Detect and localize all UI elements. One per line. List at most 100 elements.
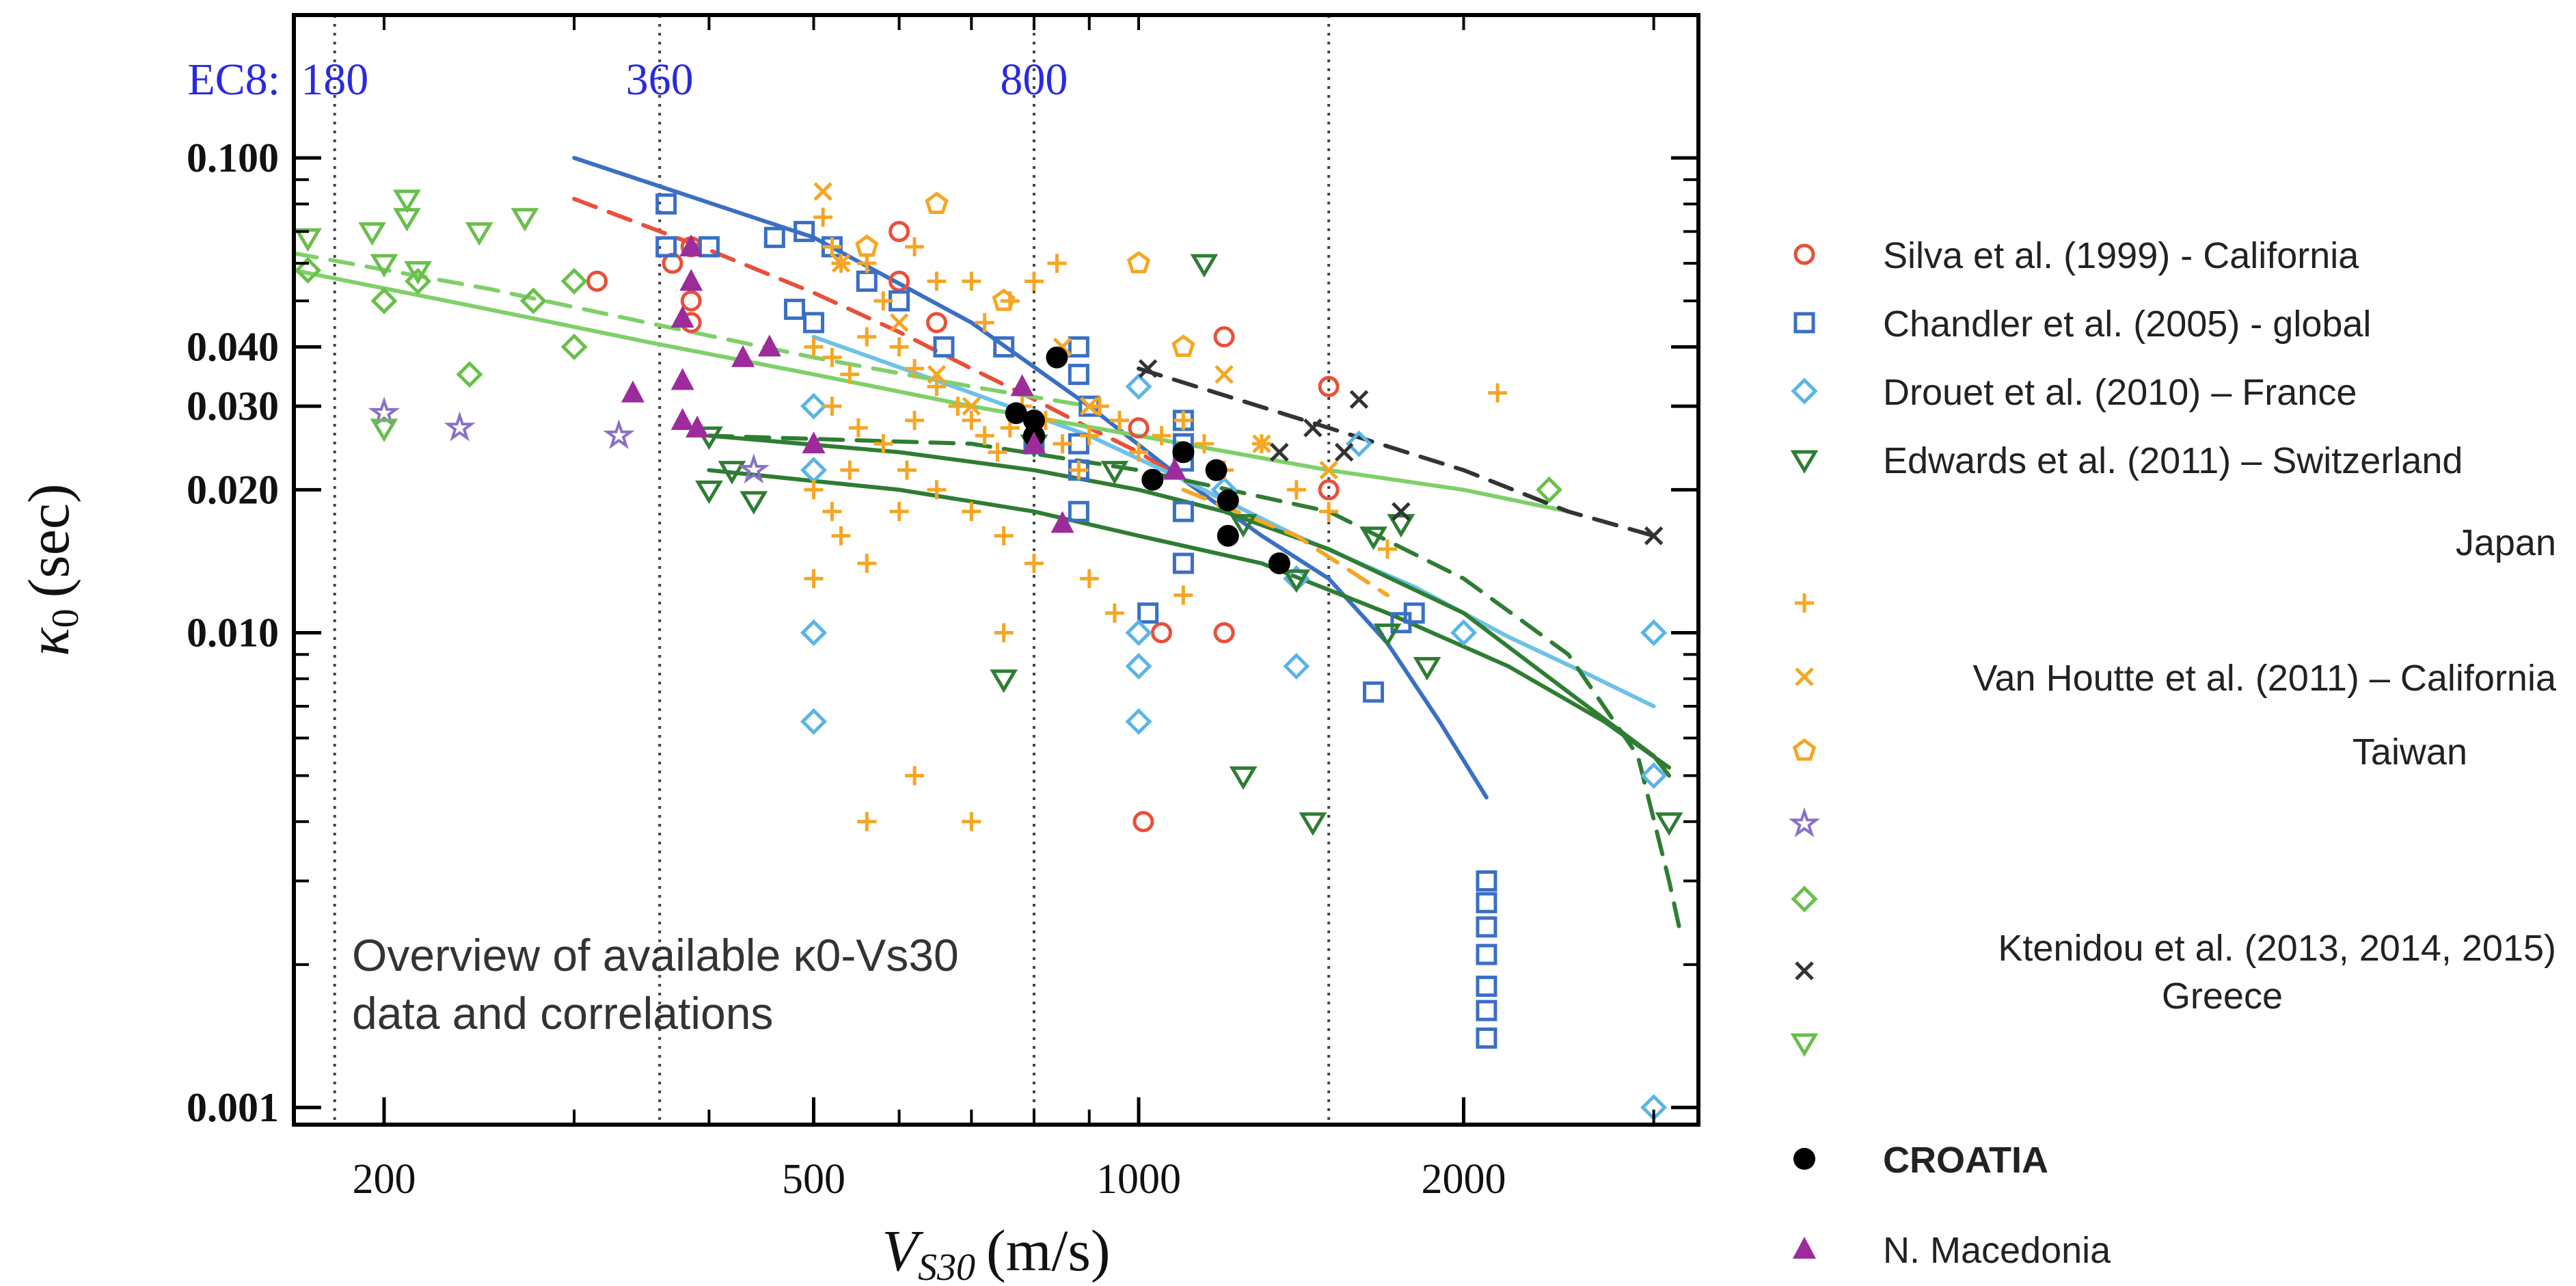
point-0-10 bbox=[1133, 811, 1154, 833]
point-1-3 bbox=[763, 226, 785, 248]
point-4-49 bbox=[822, 502, 842, 522]
point-4-27 bbox=[1069, 460, 1089, 480]
legend-entry-macedonia: N. Macedonia bbox=[1793, 1230, 2111, 1271]
point-2-5 bbox=[1125, 619, 1152, 646]
point-12-5 bbox=[679, 269, 703, 291]
legend-entry-chandler: Chandler et al. (2005) - global bbox=[1793, 304, 2371, 345]
point-9-1 bbox=[1270, 442, 1289, 462]
point-4-7 bbox=[962, 271, 981, 291]
point-0-8 bbox=[1128, 417, 1150, 439]
point-1-29 bbox=[1476, 892, 1497, 913]
point-1-33 bbox=[1476, 1000, 1497, 1021]
x-tick-label: 500 bbox=[782, 1156, 845, 1203]
point-4-56 bbox=[804, 569, 824, 589]
point-3-15 bbox=[1413, 656, 1441, 681]
point-0-0 bbox=[586, 270, 608, 292]
point-4-53 bbox=[1079, 569, 1099, 589]
x-axis-title-unit: (m/s) bbox=[986, 1218, 1111, 1283]
legend-entry-kt1: Ktenidou et al. (2013, 2014, 2015) bbox=[1791, 885, 2556, 969]
point-3-7 bbox=[1190, 254, 1219, 278]
point-12-11 bbox=[1022, 431, 1046, 454]
point-9-3 bbox=[1334, 442, 1354, 462]
point-4-48 bbox=[857, 553, 877, 573]
point-12-6 bbox=[686, 415, 709, 438]
point-3-8 bbox=[1229, 766, 1258, 790]
legend-label-kt1: Ktenidou et al. (2013, 2014, 2015) bbox=[1998, 928, 2556, 969]
point-1-12 bbox=[1068, 336, 1089, 358]
point-8-3 bbox=[456, 361, 483, 388]
point-1-22 bbox=[1172, 500, 1194, 522]
data-points bbox=[294, 182, 1683, 1121]
point-4-28 bbox=[1079, 426, 1099, 446]
ec8-label-360: 360 bbox=[626, 55, 694, 105]
point-4-34 bbox=[1194, 434, 1214, 454]
point-1-8 bbox=[784, 298, 806, 320]
point-10-1 bbox=[358, 222, 386, 246]
point-11-4 bbox=[1141, 468, 1164, 491]
curve-red-dashed bbox=[572, 196, 1227, 503]
point-11-3 bbox=[1046, 346, 1068, 369]
y-tick-label: 0.020 bbox=[187, 467, 279, 512]
point-4-46 bbox=[804, 480, 824, 500]
point-0-9 bbox=[1150, 621, 1172, 643]
point-4-37 bbox=[1286, 480, 1306, 500]
point-6-0 bbox=[855, 234, 879, 257]
point-3-1 bbox=[718, 461, 746, 485]
point-7-1 bbox=[444, 411, 476, 442]
point-3-6 bbox=[1100, 461, 1129, 485]
legend-entry-drouet: Drouet et al. (2010) – France bbox=[1791, 372, 2357, 413]
point-12-12 bbox=[1050, 511, 1074, 533]
point-1-32 bbox=[1476, 976, 1497, 997]
point-6-4 bbox=[1171, 334, 1195, 357]
point-8-4 bbox=[519, 287, 547, 314]
point-2-7 bbox=[1125, 708, 1152, 735]
legend-label-drouet: Drouet et al. (2010) – France bbox=[1883, 372, 2357, 413]
point-0-14 bbox=[1318, 479, 1340, 500]
legend-marker-silva bbox=[1793, 243, 1815, 265]
point-4-50 bbox=[889, 502, 909, 522]
legend-entry-vh_japan: Japan bbox=[1795, 522, 2556, 613]
y-tick-label: 0.030 bbox=[187, 384, 279, 429]
y-tick-label: 0.010 bbox=[187, 610, 279, 655]
x-tick-label: 1000 bbox=[1096, 1156, 1181, 1203]
y-tick-label: 0.100 bbox=[187, 135, 279, 180]
annotation-line-1: Overview of available κ0-Vs30 bbox=[352, 930, 959, 980]
point-1-31 bbox=[1476, 943, 1497, 965]
y-tick-label: 0.001 bbox=[187, 1085, 279, 1130]
point-10-4 bbox=[370, 254, 398, 278]
legend-label-vh_taiwan: Taiwan bbox=[2353, 732, 2467, 773]
point-4-1 bbox=[822, 237, 842, 256]
point-1-27 bbox=[1363, 681, 1385, 703]
point-3-16 bbox=[1655, 812, 1683, 836]
point-8-1 bbox=[370, 287, 398, 314]
point-1-23 bbox=[1172, 552, 1194, 574]
point-5-8 bbox=[1252, 434, 1271, 453]
point-4-45 bbox=[962, 502, 981, 522]
point-3-4 bbox=[990, 669, 1018, 693]
point-2-6 bbox=[1125, 652, 1152, 680]
x-tick-label: 2000 bbox=[1421, 1156, 1506, 1203]
point-4-22 bbox=[988, 442, 1007, 462]
legend-marker-croatia bbox=[1793, 1148, 1815, 1170]
point-12-13 bbox=[1163, 457, 1187, 480]
point-4-4 bbox=[873, 291, 893, 311]
point-4-0 bbox=[813, 207, 833, 227]
point-11-8 bbox=[1217, 524, 1239, 547]
legend-entry-silva: Silva et al. (1999) - California bbox=[1793, 235, 2359, 276]
legend-marker-chandler bbox=[1793, 312, 1815, 334]
legend-entry-edwards: Edwards et al. (2011) – Switzerland bbox=[1790, 440, 2463, 481]
legend-marker-kt2 bbox=[1795, 961, 1814, 980]
point-2-12 bbox=[1450, 619, 1478, 646]
annotation-line-2: data and correlations bbox=[352, 988, 773, 1039]
point-4-38 bbox=[1319, 502, 1339, 522]
point-0-12 bbox=[1213, 326, 1235, 348]
series-9 bbox=[1138, 359, 1664, 546]
point-1-0 bbox=[655, 193, 677, 215]
point-7-2 bbox=[603, 418, 635, 449]
point-1-4 bbox=[794, 221, 815, 243]
point-1-10 bbox=[933, 336, 955, 358]
legend-marker-vh_japan bbox=[1795, 593, 1814, 613]
point-6-3 bbox=[1126, 251, 1151, 273]
point-4-44 bbox=[927, 480, 947, 500]
point-1-2 bbox=[698, 236, 720, 258]
